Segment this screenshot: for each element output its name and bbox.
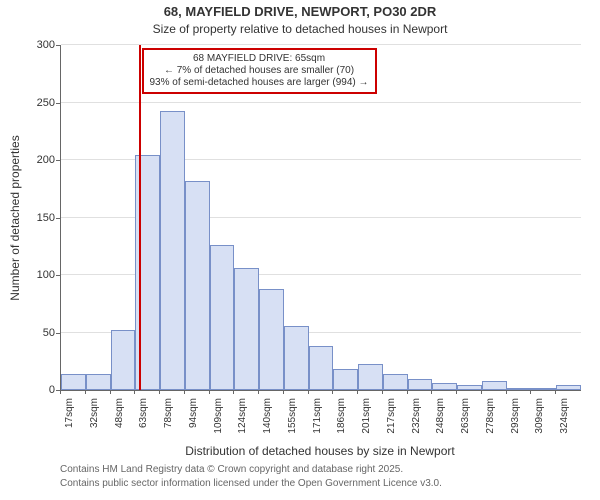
x-tick-mark: [357, 390, 358, 394]
histogram-bar: [333, 369, 358, 390]
x-tick-mark: [258, 390, 259, 394]
x-tick-label: 17sqm: [64, 398, 75, 498]
x-tick-label: 186sqm: [336, 398, 347, 498]
x-tick-label: 155sqm: [287, 398, 298, 498]
x-tick-label: 248sqm: [435, 398, 446, 498]
x-tick-mark: [60, 390, 61, 394]
x-tick-label: 201sqm: [361, 398, 372, 498]
attribution-line-1: Contains HM Land Registry data © Crown c…: [60, 464, 403, 475]
x-tick-mark: [85, 390, 86, 394]
x-tick-label: 278sqm: [485, 398, 496, 498]
x-tick-mark: [456, 390, 457, 394]
x-tick-mark: [283, 390, 284, 394]
y-tick-mark: [56, 45, 60, 46]
x-tick-label: 324sqm: [559, 398, 570, 498]
histogram-bar: [234, 268, 259, 390]
histogram-bar: [531, 388, 556, 390]
x-tick-mark: [209, 390, 210, 394]
y-tick-mark: [56, 333, 60, 334]
histogram-bar: [160, 111, 185, 390]
x-tick-label: 217sqm: [386, 398, 397, 498]
x-tick-mark: [159, 390, 160, 394]
x-tick-mark: [184, 390, 185, 394]
x-tick-label: 63sqm: [138, 398, 149, 498]
x-tick-mark: [481, 390, 482, 394]
histogram-bar: [284, 326, 309, 390]
x-tick-mark: [233, 390, 234, 394]
x-tick-mark: [431, 390, 432, 394]
x-tick-label: 171sqm: [312, 398, 323, 498]
x-tick-label: 124sqm: [237, 398, 248, 498]
y-tick-mark: [56, 218, 60, 219]
y-tick-label: 100: [15, 269, 55, 281]
x-tick-label: 232sqm: [411, 398, 422, 498]
histogram-bar: [111, 330, 136, 390]
x-tick-label: 32sqm: [89, 398, 100, 498]
x-tick-label: 78sqm: [163, 398, 174, 498]
chart-title: 68, MAYFIELD DRIVE, NEWPORT, PO30 2DR: [0, 4, 600, 19]
histogram-bar: [383, 374, 408, 390]
x-tick-label: 140sqm: [262, 398, 273, 498]
x-tick-label: 109sqm: [213, 398, 224, 498]
x-tick-mark: [530, 390, 531, 394]
x-tick-mark: [332, 390, 333, 394]
x-tick-mark: [110, 390, 111, 394]
plot-area: 68 MAYFIELD DRIVE: 65sqm← 7% of detached…: [60, 45, 581, 391]
y-tick-label: 250: [15, 97, 55, 109]
x-tick-mark: [308, 390, 309, 394]
y-tick-mark: [56, 160, 60, 161]
annotation-box: 68 MAYFIELD DRIVE: 65sqm← 7% of detached…: [142, 48, 377, 94]
chart-subtitle: Size of property relative to detached ho…: [0, 22, 600, 36]
histogram-bar: [457, 385, 482, 390]
x-tick-mark: [407, 390, 408, 394]
histogram-bar: [309, 346, 334, 390]
x-tick-label: 309sqm: [534, 398, 545, 498]
x-tick-mark: [555, 390, 556, 394]
y-tick-mark: [56, 275, 60, 276]
x-tick-label: 263sqm: [460, 398, 471, 498]
histogram-bar: [358, 364, 383, 390]
histogram-bar: [482, 381, 507, 390]
histogram-bar: [556, 385, 581, 390]
y-tick-label: 50: [15, 327, 55, 339]
histogram-bar: [185, 181, 210, 390]
x-tick-label: 48sqm: [114, 398, 125, 498]
histogram-bar: [507, 388, 532, 390]
histogram-bar: [432, 383, 457, 390]
y-tick-label: 200: [15, 154, 55, 166]
histogram-bar: [210, 245, 235, 390]
x-tick-mark: [382, 390, 383, 394]
annotation-line: 68 MAYFIELD DRIVE: 65sqm: [150, 53, 369, 65]
annotation-line: ← 7% of detached houses are smaller (70): [150, 65, 369, 77]
x-tick-mark: [506, 390, 507, 394]
y-tick-label: 0: [15, 384, 55, 396]
x-tick-label: 94sqm: [188, 398, 199, 498]
histogram-bar: [86, 374, 111, 390]
y-tick-label: 150: [15, 212, 55, 224]
histogram-bar: [408, 379, 433, 391]
x-tick-mark: [134, 390, 135, 394]
x-tick-label: 293sqm: [510, 398, 521, 498]
y-tick-mark: [56, 103, 60, 104]
annotation-line: 93% of semi-detached houses are larger (…: [150, 77, 369, 89]
histogram-bar: [259, 289, 284, 390]
histogram-bar: [61, 374, 86, 390]
y-tick-label: 300: [15, 39, 55, 51]
reference-line: [139, 45, 141, 390]
